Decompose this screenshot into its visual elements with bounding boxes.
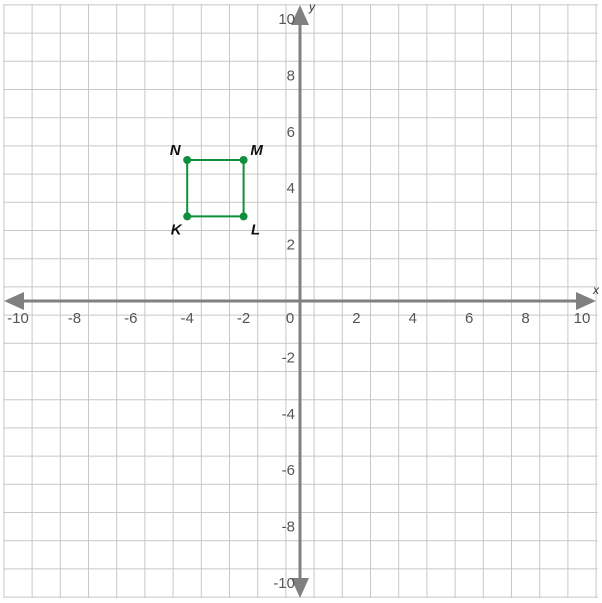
x-tick-label: 4 [409, 310, 417, 327]
x-tick-label: -10 [7, 310, 29, 327]
x-axis-right-arrow-icon [576, 292, 596, 310]
polygon-outline [186, 159, 245, 218]
y-tick-label: 8 [287, 67, 295, 84]
x-tick-label: 2 [352, 310, 360, 327]
y-tick-label: 6 [287, 124, 295, 141]
x-tick-label: -6 [124, 310, 137, 327]
vertex-label-l: L [251, 221, 260, 238]
y-tick-label: -6 [282, 462, 295, 479]
vertex-point-m [239, 156, 248, 164]
x-tick-label: -2 [237, 310, 250, 327]
y-axis-top-arrow-icon [291, 5, 309, 25]
vertex-point-n [183, 156, 192, 164]
vertex-label-n: N [170, 142, 182, 159]
y-tick-label: -4 [282, 406, 295, 423]
vertex-point-l [239, 212, 248, 221]
tick-labels: -10 -8 -6 -4 -2 0 2 4 6 8 10 10 8 6 4 2 -2 -4 -6 -8 -10 [7, 11, 590, 592]
axes [4, 5, 596, 598]
quadrilateral-KLMN: K L M N [170, 142, 264, 238]
x-tick-label: -8 [68, 310, 81, 327]
y-axis-bottom-arrow-icon [291, 578, 309, 598]
vertex-label-m: M [250, 142, 263, 159]
x-tick-label: 10 [574, 310, 591, 327]
y-tick-label: -10 [273, 575, 295, 592]
y-axis-name: y [308, 0, 316, 14]
x-tick-label: -4 [181, 310, 194, 327]
x-tick-label: 8 [521, 310, 529, 327]
y-tick-label: 2 [287, 237, 295, 254]
y-tick-label: 4 [287, 180, 295, 197]
x-axis-left-arrow-icon [4, 292, 24, 310]
x-tick-label: 0 [286, 310, 294, 327]
vertex-point-k [183, 212, 192, 221]
y-tick-label: -8 [282, 519, 295, 536]
x-axis-name: x [592, 283, 600, 297]
x-tick-label: 6 [465, 310, 473, 327]
y-tick-label: 10 [278, 11, 295, 28]
y-tick-label: -2 [282, 349, 295, 366]
vertex-label-k: K [171, 221, 183, 238]
